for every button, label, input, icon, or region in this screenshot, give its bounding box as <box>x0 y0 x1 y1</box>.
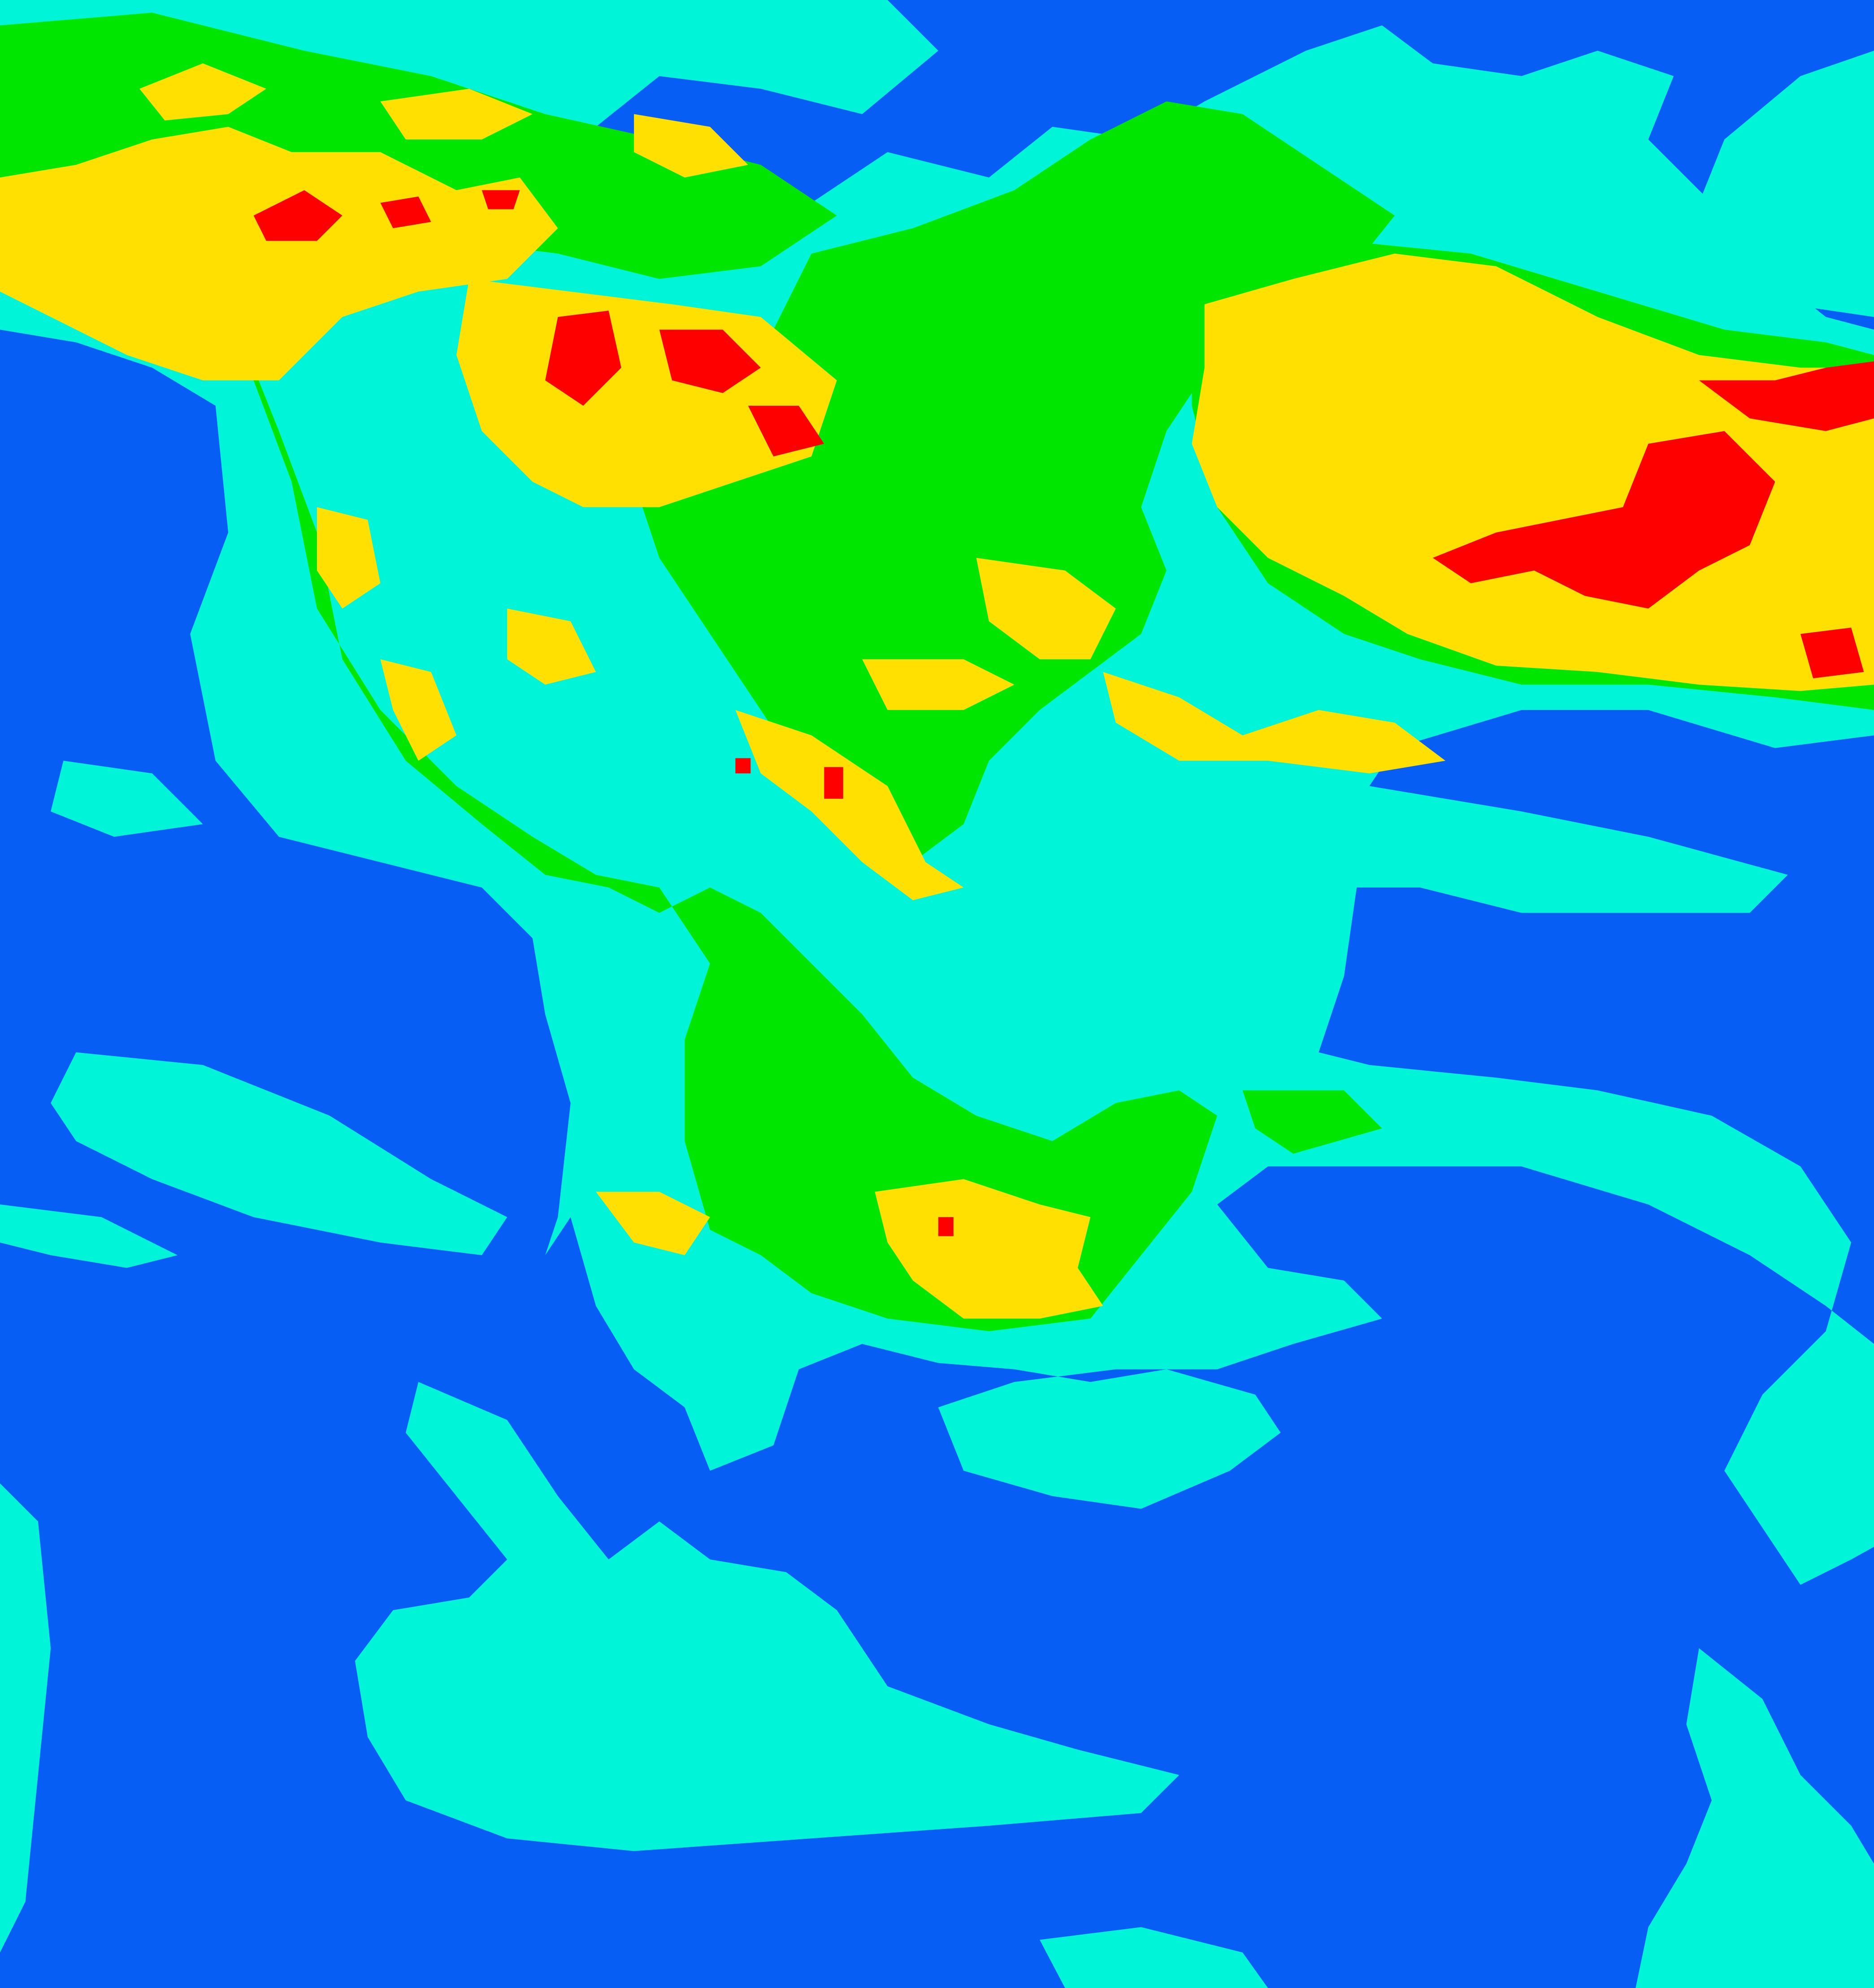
southern-green-patch <box>735 989 1382 1179</box>
lower-yellow-streaks <box>735 558 1446 901</box>
northwest-green-band <box>0 13 1218 1331</box>
red-patch <box>545 310 824 457</box>
eastern-yellow-band <box>1192 253 1874 691</box>
cloud-layer-top <box>253 190 1874 1236</box>
western-cloud-streaks <box>0 761 508 1268</box>
bottom-cloud-fragment <box>1040 1927 1268 1988</box>
western-yellow-band <box>0 126 558 381</box>
southern-cloud-swirl <box>355 1382 1180 1851</box>
southern-yellow-field <box>596 1179 1103 1319</box>
cloud-layer-high <box>0 63 1874 1319</box>
red-patch <box>1432 431 1775 609</box>
eastern-cloud-arc <box>1699 51 1874 317</box>
red-patch <box>253 190 520 241</box>
red-patch <box>1699 361 1874 431</box>
central-yellow-field <box>456 279 837 507</box>
northern-yellow-patches <box>139 63 748 178</box>
western-yellow-specks <box>317 507 596 761</box>
southwest-cloud-edge <box>0 1483 51 1953</box>
southeast-cloud-mass <box>1635 1648 1874 1988</box>
red-patch <box>1800 628 1864 679</box>
